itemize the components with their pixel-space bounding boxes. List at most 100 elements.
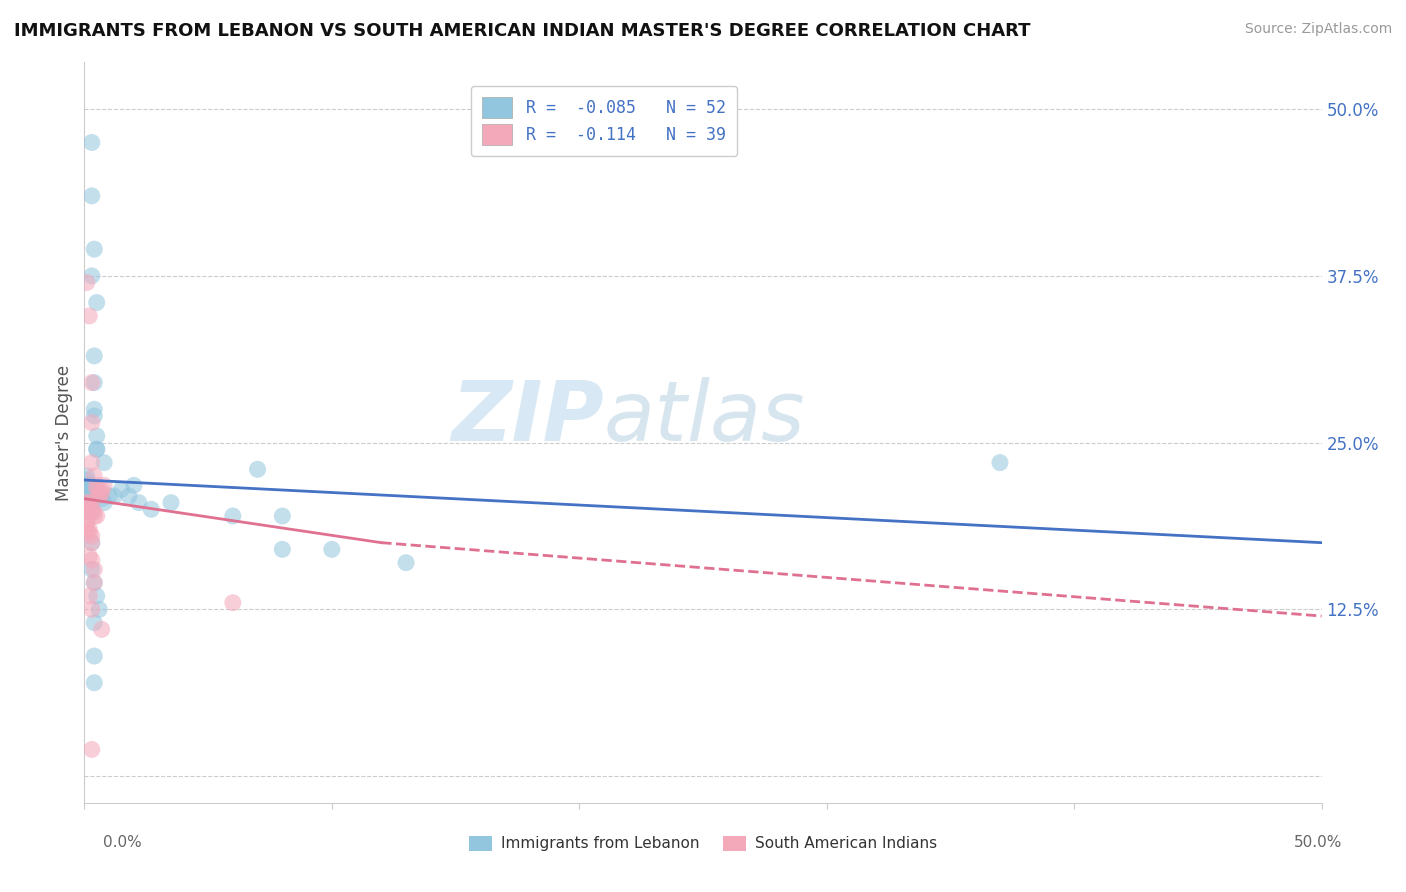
Point [83,349,105,363]
Point [90,483,112,497]
Legend: R =  -0.085   N = 52, R =  -0.114   N = 39: R = -0.085 N = 52, R = -0.114 N = 39 [471,86,737,156]
Point [86,295,108,310]
Point [79,309,101,323]
Point [79,496,101,510]
Point [90,486,112,500]
Text: IMMIGRANTS FROM LEBANON VS SOUTH AMERICAN INDIAN MASTER'S DEGREE CORRELATION CHA: IMMIGRANTS FROM LEBANON VS SOUTH AMERICA… [14,22,1031,40]
Point [271,508,294,523]
Point [222,508,245,523]
Point [79,522,101,536]
Point [83,615,105,630]
Point [80,376,103,390]
Point [80,189,103,203]
Point [246,462,269,476]
Point [98,489,121,503]
Point [76,483,98,497]
Point [86,508,108,523]
Point [118,489,141,503]
Point [93,478,115,492]
Point [86,442,108,457]
Point [76,473,98,487]
Point [76,491,98,506]
Point [86,442,108,457]
Point [89,489,111,503]
Point [80,502,103,516]
Point [128,496,150,510]
Point [271,542,294,557]
Point [80,535,103,549]
Point [93,496,115,510]
Point [80,268,103,283]
Point [76,486,98,500]
Text: atlas: atlas [605,377,806,458]
Point [83,505,105,519]
Point [79,589,101,603]
Point [395,556,418,570]
Point [79,500,101,514]
Point [79,478,101,492]
Point [141,502,163,516]
Point [86,485,108,500]
Point [76,478,98,492]
Point [89,602,111,616]
Point [110,483,132,497]
Point [160,496,183,510]
Point [76,496,98,510]
Point [80,136,103,150]
Y-axis label: Master's Degree: Master's Degree [55,365,73,500]
Point [83,242,105,256]
Point [83,675,105,690]
Point [83,508,105,523]
Point [79,500,101,514]
Point [83,469,105,483]
Point [122,478,145,492]
Point [76,276,98,290]
Point [83,575,105,590]
Point [988,456,1011,470]
Point [86,589,108,603]
Point [80,602,103,616]
Point [80,416,103,430]
Point [80,553,103,567]
Point [76,518,98,533]
Point [86,483,108,497]
Text: Source: ZipAtlas.com: Source: ZipAtlas.com [1244,22,1392,37]
Point [83,483,105,497]
Text: 50.0%: 50.0% [1295,836,1343,850]
Point [83,562,105,576]
Point [93,456,115,470]
Text: 0.0%: 0.0% [103,836,142,850]
Point [79,496,101,510]
Point [76,469,98,483]
Point [80,505,103,519]
Point [76,500,98,514]
Point [86,429,108,443]
Point [83,402,105,417]
Point [80,562,103,576]
Point [86,478,108,492]
Point [90,623,112,637]
Point [90,491,112,506]
Point [80,742,103,756]
Point [222,596,245,610]
Point [80,535,103,549]
Point [80,502,103,516]
Point [321,542,343,557]
Text: ZIP: ZIP [451,377,605,458]
Point [80,529,103,543]
Point [83,648,105,663]
Point [83,376,105,390]
Point [83,409,105,423]
Point [79,549,101,563]
Point [89,489,111,503]
Point [79,505,101,519]
Point [79,526,101,541]
Point [80,456,103,470]
Legend: Immigrants from Lebanon, South American Indians: Immigrants from Lebanon, South American … [463,830,943,857]
Point [103,489,125,503]
Point [89,486,111,500]
Point [76,505,98,519]
Point [76,513,98,527]
Point [83,575,105,590]
Point [76,522,98,536]
